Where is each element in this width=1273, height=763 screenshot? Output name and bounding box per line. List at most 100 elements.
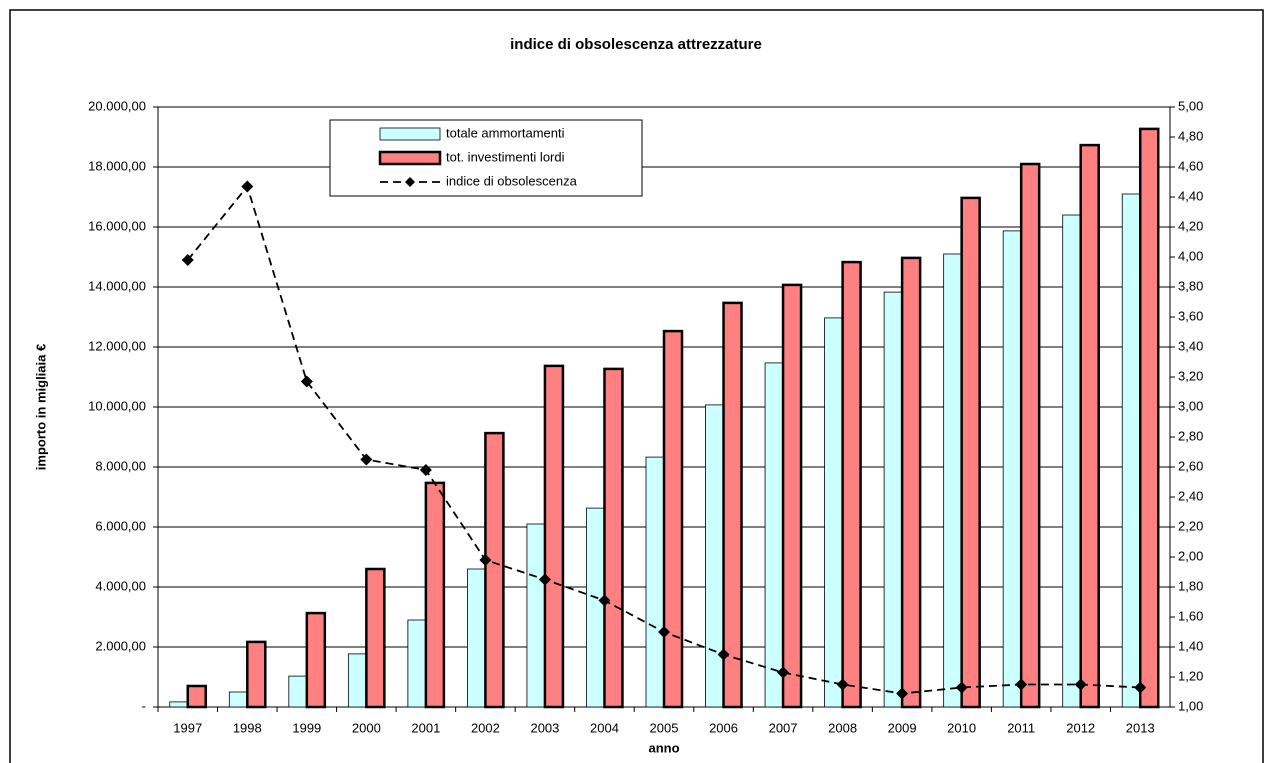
bar xyxy=(824,317,843,708)
bar xyxy=(1079,143,1100,709)
x-tick-label: 2010 xyxy=(947,720,976,735)
bar xyxy=(662,329,684,709)
y2-tick-label: 1,60 xyxy=(1178,608,1203,623)
bar xyxy=(347,653,367,708)
marker xyxy=(1074,678,1087,691)
y2-tick-label: 3,40 xyxy=(1178,338,1203,353)
y2-tick-label: 3,00 xyxy=(1178,398,1203,413)
y2-tick-label: 3,60 xyxy=(1178,308,1203,323)
y-tick-label: 8.000,00 xyxy=(95,458,146,473)
marker xyxy=(1015,678,1028,691)
marker xyxy=(658,626,670,638)
y2-tick-label: 2,20 xyxy=(1178,518,1203,533)
x-tick-label: 2006 xyxy=(709,720,738,735)
legend-label: indice di obsolescenza xyxy=(446,173,578,188)
y-tick-label: - xyxy=(142,698,146,713)
x-tick-label: 2003 xyxy=(530,720,559,735)
x-tick-label: 2007 xyxy=(769,720,798,735)
y2-tick-label: 1,00 xyxy=(1178,698,1203,713)
legend-swatch xyxy=(379,127,441,141)
x-tick-label: 2011 xyxy=(1007,720,1035,735)
bar xyxy=(484,431,505,709)
y2-tick-label: 2,60 xyxy=(1178,458,1203,473)
bar xyxy=(228,691,248,708)
y-tick-label: 14.000,00 xyxy=(88,278,146,293)
bar xyxy=(900,256,922,709)
y2-tick-label: 2,00 xyxy=(1178,548,1203,563)
y-tick-label: 18.000,00 xyxy=(88,158,146,173)
bar xyxy=(407,619,427,708)
bar xyxy=(960,196,981,709)
bar xyxy=(424,481,446,709)
x-axis-label: anno xyxy=(648,740,679,755)
marker xyxy=(360,453,373,466)
bar xyxy=(586,507,605,708)
bar xyxy=(186,684,208,709)
bar xyxy=(883,291,903,708)
marker xyxy=(1134,681,1147,694)
y2-tick-label: 4,60 xyxy=(1178,158,1203,173)
y2-tick-label: 4,80 xyxy=(1178,128,1203,143)
marker xyxy=(419,464,432,476)
y-tick-label: 2.000,00 xyxy=(95,638,146,653)
marker xyxy=(300,375,313,388)
marker xyxy=(777,666,790,679)
y-tick-label: 20.000,00 xyxy=(88,98,146,113)
bar xyxy=(1002,230,1022,708)
y-tick-label: 6.000,00 xyxy=(95,518,146,533)
bar xyxy=(1062,214,1082,708)
legend-label: totale ammortamenti xyxy=(446,125,565,140)
x-tick-label: 1998 xyxy=(233,720,262,735)
y-axis-label: importo in migliaia € xyxy=(33,344,48,470)
y2-tick-label: 1,80 xyxy=(1178,578,1203,593)
legend-marker xyxy=(405,177,415,187)
bar xyxy=(246,640,267,709)
bar xyxy=(288,675,308,708)
x-tick-label: 2013 xyxy=(1126,720,1155,735)
marker xyxy=(538,573,551,586)
y2-tick-label: 4,00 xyxy=(1178,248,1203,263)
marker xyxy=(241,180,254,193)
x-tick-label: 2001 xyxy=(411,720,440,735)
bar xyxy=(1138,127,1160,709)
marker xyxy=(479,554,492,566)
legend-label: tot. investimenti lordi xyxy=(446,149,565,164)
y-tick-label: 4.000,00 xyxy=(95,578,146,593)
x-tick-label: 2002 xyxy=(471,720,500,735)
bar xyxy=(1121,193,1141,708)
bar xyxy=(645,456,665,708)
x-tick-label: 2005 xyxy=(650,720,679,735)
x-tick-label: 1997 xyxy=(173,720,202,735)
bar xyxy=(305,611,327,709)
y-tick-label: 12.000,00 xyxy=(88,338,146,353)
y2-tick-label: 4,20 xyxy=(1178,218,1203,233)
bar xyxy=(526,523,546,708)
marker xyxy=(836,678,849,691)
marker xyxy=(181,254,194,266)
marker xyxy=(717,648,730,661)
y2-tick-label: 2,40 xyxy=(1178,488,1203,503)
bar xyxy=(764,362,784,708)
bar xyxy=(169,701,189,708)
marker xyxy=(955,681,968,694)
bar xyxy=(543,364,565,709)
y2-tick-label: 3,20 xyxy=(1178,368,1203,383)
legend-swatch xyxy=(378,150,442,166)
bar xyxy=(841,260,862,709)
x-tick-label: 2012 xyxy=(1066,720,1095,735)
y2-tick-label: 5,00 xyxy=(1178,98,1203,113)
x-tick-label: 2008 xyxy=(828,720,857,735)
y-tick-label: 16.000,00 xyxy=(88,218,146,233)
bar xyxy=(1019,162,1041,709)
x-tick-label: 2009 xyxy=(888,720,917,735)
bar xyxy=(603,367,624,709)
y2-tick-label: 2,80 xyxy=(1178,428,1203,443)
bar xyxy=(705,404,724,708)
x-tick-label: 1999 xyxy=(292,720,321,735)
bar xyxy=(943,253,963,708)
x-tick-label: 2004 xyxy=(590,720,619,735)
x-tick-label: 2000 xyxy=(352,720,381,735)
y-tick-label: 10.000,00 xyxy=(88,398,146,413)
bar xyxy=(467,568,486,708)
